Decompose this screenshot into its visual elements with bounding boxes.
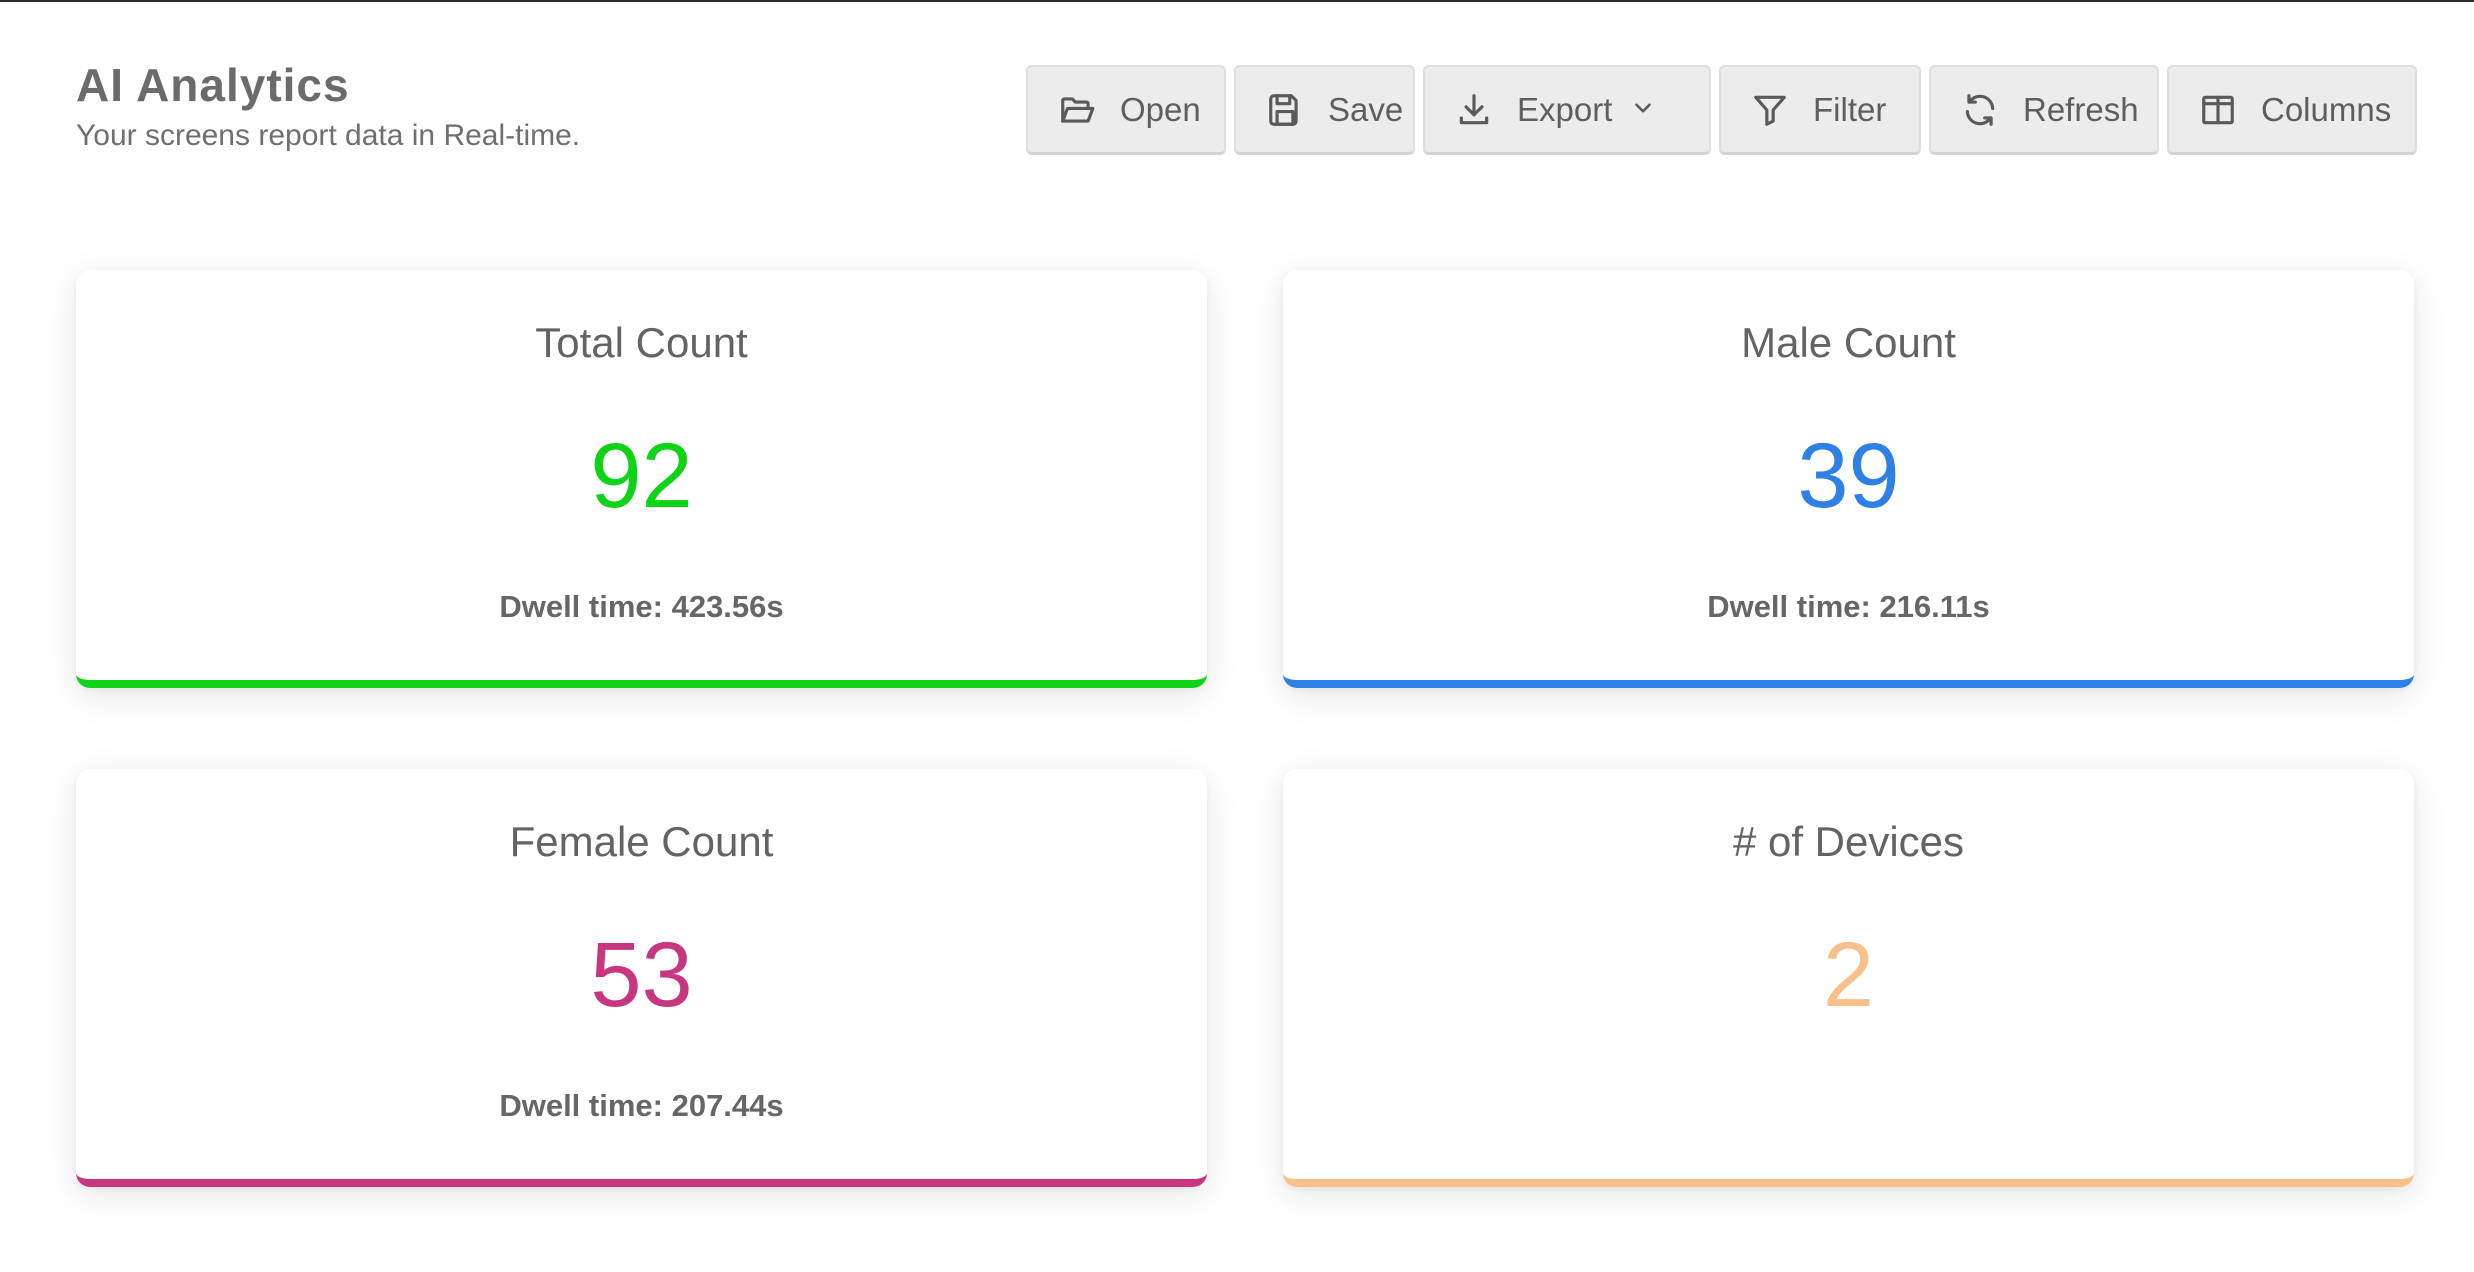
card-value: 39 (1797, 425, 1900, 527)
male-count-card: Male Count 39 Dwell time: 216.11s (1283, 270, 2414, 688)
female-count-card: Female Count 53 Dwell time: 207.44s (76, 769, 1207, 1187)
card-dwell-time: Dwell time: 207.44s (499, 1088, 784, 1123)
filter-button[interactable]: Filter (1719, 65, 1921, 155)
card-value: 53 (590, 924, 693, 1026)
total-count-card: Total Count 92 Dwell time: 423.56s (76, 270, 1207, 688)
card-value: 92 (590, 425, 693, 527)
page-header: AI Analytics Your screens report data in… (76, 58, 580, 154)
save-button[interactable]: Save (1234, 65, 1415, 155)
devices-count-card: # of Devices 2 (1283, 769, 2414, 1187)
card-dwell-time: Dwell time: 216.11s (1707, 589, 1990, 624)
chevron-down-icon (1630, 91, 1656, 129)
card-dwell-time: Dwell time: 423.56s (499, 589, 784, 624)
card-title: Total Count (535, 319, 748, 366)
export-button-label: Export (1517, 90, 1613, 128)
refresh-button[interactable]: Refresh (1929, 65, 2159, 155)
folder-open-icon (1061, 96, 1095, 123)
card-value: 2 (1822, 924, 1875, 1026)
filter-icon (1754, 95, 1786, 126)
page-subtitle: Your screens report data in Real-time. (76, 119, 581, 152)
card-title: # of Devices (1732, 818, 1965, 865)
card-title: Female Count (509, 818, 774, 865)
download-icon (1459, 93, 1489, 124)
save-button-label: Save (1328, 90, 1404, 128)
refresh-icon (1965, 93, 1995, 126)
refresh-button-label: Refresh (2023, 90, 2139, 128)
open-button-label: Open (1120, 90, 1201, 128)
save-icon (1269, 93, 1298, 126)
columns-button-label: Columns (2261, 90, 2392, 128)
columns-icon (2202, 95, 2234, 124)
top-border (0, 0, 2474, 2)
columns-button[interactable]: Columns (2167, 65, 2417, 155)
filter-button-label: Filter (1813, 90, 1887, 128)
page-title: AI Analytics (76, 59, 350, 111)
toolbar: Open Save Export Filter Re (1026, 65, 2417, 155)
card-title: Male Count (1741, 319, 1956, 366)
open-button[interactable]: Open (1026, 65, 1226, 155)
export-button[interactable]: Export (1423, 65, 1711, 155)
